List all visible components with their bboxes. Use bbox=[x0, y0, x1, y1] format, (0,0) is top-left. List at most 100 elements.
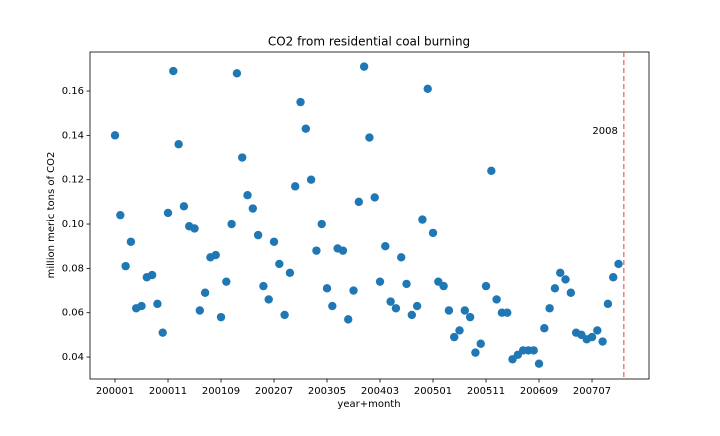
data-point bbox=[158, 328, 167, 337]
data-point bbox=[476, 339, 485, 348]
y-axis-label: million meric tons of CO2 bbox=[46, 152, 57, 279]
data-point bbox=[492, 295, 501, 304]
data-point bbox=[471, 348, 480, 357]
data-point bbox=[126, 237, 136, 246]
data-point bbox=[285, 268, 295, 278]
data-point bbox=[317, 219, 326, 229]
data-point bbox=[397, 253, 406, 262]
plot-frame bbox=[89, 51, 650, 380]
x-tick-label: 200501 bbox=[414, 386, 452, 397]
data-point bbox=[534, 359, 544, 368]
y-tick-label: 0.04 bbox=[62, 352, 84, 363]
data-point bbox=[322, 284, 332, 293]
data-point bbox=[195, 306, 205, 315]
y-tick-label: 0.10 bbox=[62, 219, 84, 230]
reference-label: 2008 bbox=[592, 126, 617, 137]
data-point bbox=[216, 312, 226, 322]
data-point bbox=[503, 308, 512, 317]
data-point bbox=[455, 326, 464, 335]
data-point bbox=[227, 219, 236, 229]
data-point bbox=[338, 246, 348, 255]
x-tick-label: 200001 bbox=[96, 386, 134, 397]
data-point bbox=[259, 281, 268, 291]
data-point bbox=[253, 230, 263, 240]
data-point bbox=[450, 332, 459, 342]
data-point bbox=[153, 299, 162, 309]
data-point bbox=[280, 310, 289, 320]
data-point bbox=[614, 259, 623, 269]
data-point bbox=[540, 324, 549, 333]
data-point bbox=[349, 286, 358, 295]
x-tick-label: 200609 bbox=[520, 386, 558, 397]
x-tick-label: 200011 bbox=[149, 386, 187, 397]
data-point bbox=[423, 84, 432, 94]
data-point bbox=[561, 275, 570, 284]
data-point bbox=[391, 304, 401, 313]
x-tick-label: 200707 bbox=[573, 386, 611, 397]
y-tick-label: 0.16 bbox=[62, 86, 84, 97]
y-tick-label: 0.12 bbox=[62, 175, 84, 186]
data-point bbox=[381, 242, 390, 251]
y-tick-label: 0.08 bbox=[62, 263, 84, 274]
data-point bbox=[110, 131, 120, 140]
data-point bbox=[238, 153, 247, 162]
data-point bbox=[412, 301, 422, 311]
x-tick-label: 200305 bbox=[308, 386, 346, 397]
data-point bbox=[312, 246, 321, 255]
data-point bbox=[407, 310, 417, 320]
chart-title: CO2 from residential coal burning bbox=[268, 35, 470, 49]
data-point bbox=[344, 315, 353, 324]
data-point bbox=[428, 228, 438, 238]
data-point bbox=[460, 306, 470, 315]
data-point bbox=[275, 259, 284, 269]
x-tick-label: 200403 bbox=[361, 386, 399, 397]
data-point bbox=[587, 332, 597, 342]
data-point bbox=[232, 69, 242, 78]
data-point bbox=[439, 281, 448, 291]
data-point bbox=[487, 166, 496, 176]
data-point bbox=[375, 277, 385, 286]
data-point bbox=[222, 277, 231, 286]
data-point bbox=[386, 297, 395, 306]
data-point bbox=[147, 270, 157, 280]
data-point bbox=[190, 224, 199, 233]
data-point bbox=[418, 215, 427, 224]
data-point bbox=[121, 261, 130, 271]
data-point bbox=[402, 279, 411, 289]
data-point bbox=[529, 346, 538, 355]
data-point bbox=[296, 97, 305, 107]
data-point bbox=[444, 306, 454, 315]
data-point bbox=[603, 299, 613, 309]
x-tick-label: 200109 bbox=[202, 386, 240, 397]
data-point bbox=[370, 193, 379, 202]
data-point bbox=[243, 191, 252, 200]
data-point bbox=[465, 312, 475, 322]
data-point bbox=[211, 250, 220, 260]
y-tick-label: 0.14 bbox=[62, 130, 84, 141]
data-point bbox=[354, 197, 364, 207]
data-point bbox=[116, 210, 125, 220]
data-point bbox=[593, 326, 602, 335]
x-tick-label: 200207 bbox=[255, 386, 293, 397]
data-point bbox=[566, 288, 576, 297]
data-point bbox=[248, 204, 258, 213]
data-point bbox=[545, 304, 554, 313]
x-tick-label: 200511 bbox=[467, 386, 505, 397]
data-point bbox=[200, 288, 210, 297]
data-point bbox=[365, 133, 374, 142]
data-point bbox=[169, 66, 178, 76]
data-point bbox=[556, 268, 565, 278]
data-point bbox=[598, 337, 607, 346]
data-point bbox=[359, 62, 369, 71]
data-point bbox=[291, 182, 300, 191]
data-point bbox=[306, 175, 316, 184]
data-point bbox=[301, 124, 311, 133]
data-point bbox=[481, 281, 491, 291]
data-point bbox=[174, 140, 183, 149]
data-point bbox=[328, 301, 337, 311]
data-point bbox=[163, 208, 173, 218]
data-point bbox=[137, 301, 146, 311]
data-point bbox=[179, 202, 189, 211]
